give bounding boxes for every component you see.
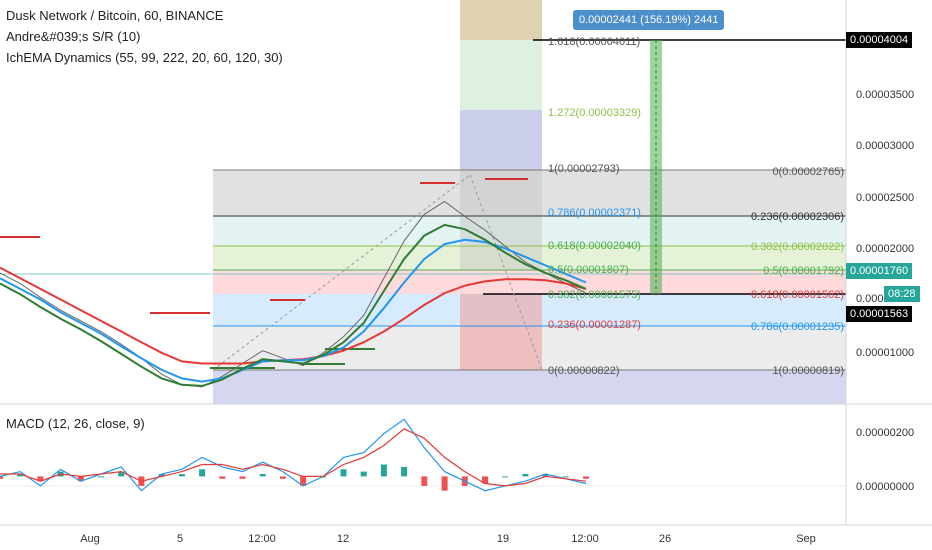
macd-histogram-bar — [219, 476, 226, 479]
fib-left-labels: 1.618(0.00004011) 1.272(0.00003329) 1(0.… — [548, 36, 641, 377]
macd-histogram-bar — [259, 474, 266, 477]
macd-histogram-bar — [199, 469, 206, 477]
macd-axis: 0.00000200 0.00000000 — [856, 427, 914, 493]
fib-zone-7 — [213, 370, 846, 404]
macd-histogram-bar — [522, 474, 529, 477]
fib-zone-2 — [213, 216, 846, 246]
fib-left-label: 1.272(0.00003329) — [548, 107, 641, 119]
fib-right-label: 0.618(0.00001562) — [751, 289, 844, 301]
macd-tick: 0.00000000 — [856, 481, 914, 493]
price-tick-partial: 0.000 — [856, 293, 884, 305]
fib-right-label: 0(0.00002765) — [772, 166, 844, 178]
time-tick: Aug — [80, 533, 100, 545]
fib-col-2 — [460, 40, 542, 110]
fib-left-label: 0(0.00000822) — [548, 365, 620, 377]
macd-signal-line — [0, 428, 587, 487]
fib-col-5 — [460, 294, 542, 370]
macd-group — [0, 418, 589, 492]
macd-histogram-bar — [401, 466, 408, 477]
fib-right-label: 1(0.00000819) — [772, 365, 844, 377]
macd-histogram-bar — [360, 471, 367, 477]
macd-histogram-bar — [37, 476, 44, 482]
fib-right-label: 0.5(0.00001792) — [763, 265, 844, 277]
fib-left-label: 0.786(0.00002371) — [548, 207, 641, 219]
macd-histogram-bar — [583, 476, 589, 479]
time-tick: 19 — [497, 533, 509, 545]
macd-line — [0, 418, 587, 492]
indicator-sr-legend[interactable]: Andre&#039;s S/R (10) — [6, 29, 141, 44]
macd-histogram-bar — [441, 476, 448, 491]
fib-col-4 — [460, 170, 542, 270]
fib-col-3 — [460, 110, 542, 170]
macd-histogram-bar — [118, 471, 125, 477]
fib-left-label: 1(0.00002793) — [548, 163, 620, 175]
price-tick: 0.00001000 — [856, 347, 914, 359]
time-axis: Aug 5 12:00 12 19 12:00 26 Sep — [80, 533, 816, 545]
macd-histogram-bar — [421, 476, 428, 486]
price-tick: 0.00003500 — [856, 89, 914, 101]
fib-left-label: 0.5(0.00001807) — [548, 264, 629, 276]
fib-overlays — [0, 0, 932, 526]
time-tick: 12 — [337, 533, 349, 545]
trend-dashed — [469, 174, 543, 371]
time-tick: 5 — [177, 533, 183, 545]
fib-left-label: 0.618(0.00002040) — [548, 240, 641, 252]
macd-histogram-bar — [98, 476, 104, 478]
price-badge-time: 08:28 — [884, 286, 920, 302]
macd-histogram-bar — [0, 476, 3, 479]
price-badge-current: 0.00001760 — [846, 263, 913, 279]
macd-histogram-bar — [279, 476, 286, 479]
price-badge-target: 0.00004004 — [846, 32, 913, 48]
macd-histogram-bar — [17, 474, 24, 477]
fib-right-label: 0.236(0.00002306) — [751, 211, 844, 223]
macd-histogram-bar — [178, 474, 185, 477]
price-series-group — [0, 200, 587, 388]
time-tick: 12:00 — [248, 533, 276, 545]
macd-histogram-bar — [340, 469, 347, 477]
macd-histogram-bar — [502, 476, 509, 478]
price-tick: 0.00003000 — [856, 140, 914, 152]
price-tick: 0.00002000 — [856, 243, 914, 255]
fib-zone-1 — [213, 170, 846, 216]
fib-right-labels: 0(0.00002765) 0.236(0.00002306) 0.382(0.… — [751, 166, 844, 377]
ema-line-2 — [0, 223, 587, 387]
macd-histogram-bar — [562, 476, 569, 478]
macd-tick: 0.00000200 — [856, 427, 914, 439]
fib-right-label: 0.786(0.00001235) — [751, 321, 844, 333]
fib-right-label: 0.382(0.00002022) — [751, 241, 844, 253]
time-tick: 12:00 — [571, 533, 599, 545]
fib-left-label: 1.618(0.00004011) — [548, 36, 640, 48]
measure-tooltip: 0.00002441 (156.19%) 2441 — [573, 10, 725, 30]
macd-histogram-bar — [77, 476, 84, 482]
time-tick: Sep — [796, 533, 816, 545]
macd-histogram-bar — [482, 476, 488, 484]
price-tick: 0.00002500 — [856, 192, 914, 204]
macd-histogram-bar — [239, 476, 246, 479]
fib-left-label: 0.236(0.00001287) — [548, 319, 641, 331]
macd-legend[interactable]: MACD (12, 26, close, 9) — [6, 416, 145, 431]
symbol-title: Dusk Network / Bitcoin, 60, BINANCE — [6, 8, 224, 23]
macd-histogram-bar — [300, 476, 307, 486]
price-badge-low: 0.00001563 — [846, 306, 913, 322]
fib-left-label: 0.382(0.00001575) — [548, 289, 641, 301]
time-tick: 26 — [659, 533, 671, 545]
fib-col-1 — [460, 0, 542, 40]
macd-histogram-bar — [380, 464, 387, 477]
macd-histogram-bar — [542, 474, 549, 477]
macd-histogram-bar — [158, 474, 165, 477]
price-axis: 0.00003500 0.00003000 0.00002500 0.00002… — [856, 89, 914, 359]
indicator-ichema-legend[interactable]: IchEMA Dynamics (55, 99, 222, 20, 60, 12… — [6, 50, 283, 65]
